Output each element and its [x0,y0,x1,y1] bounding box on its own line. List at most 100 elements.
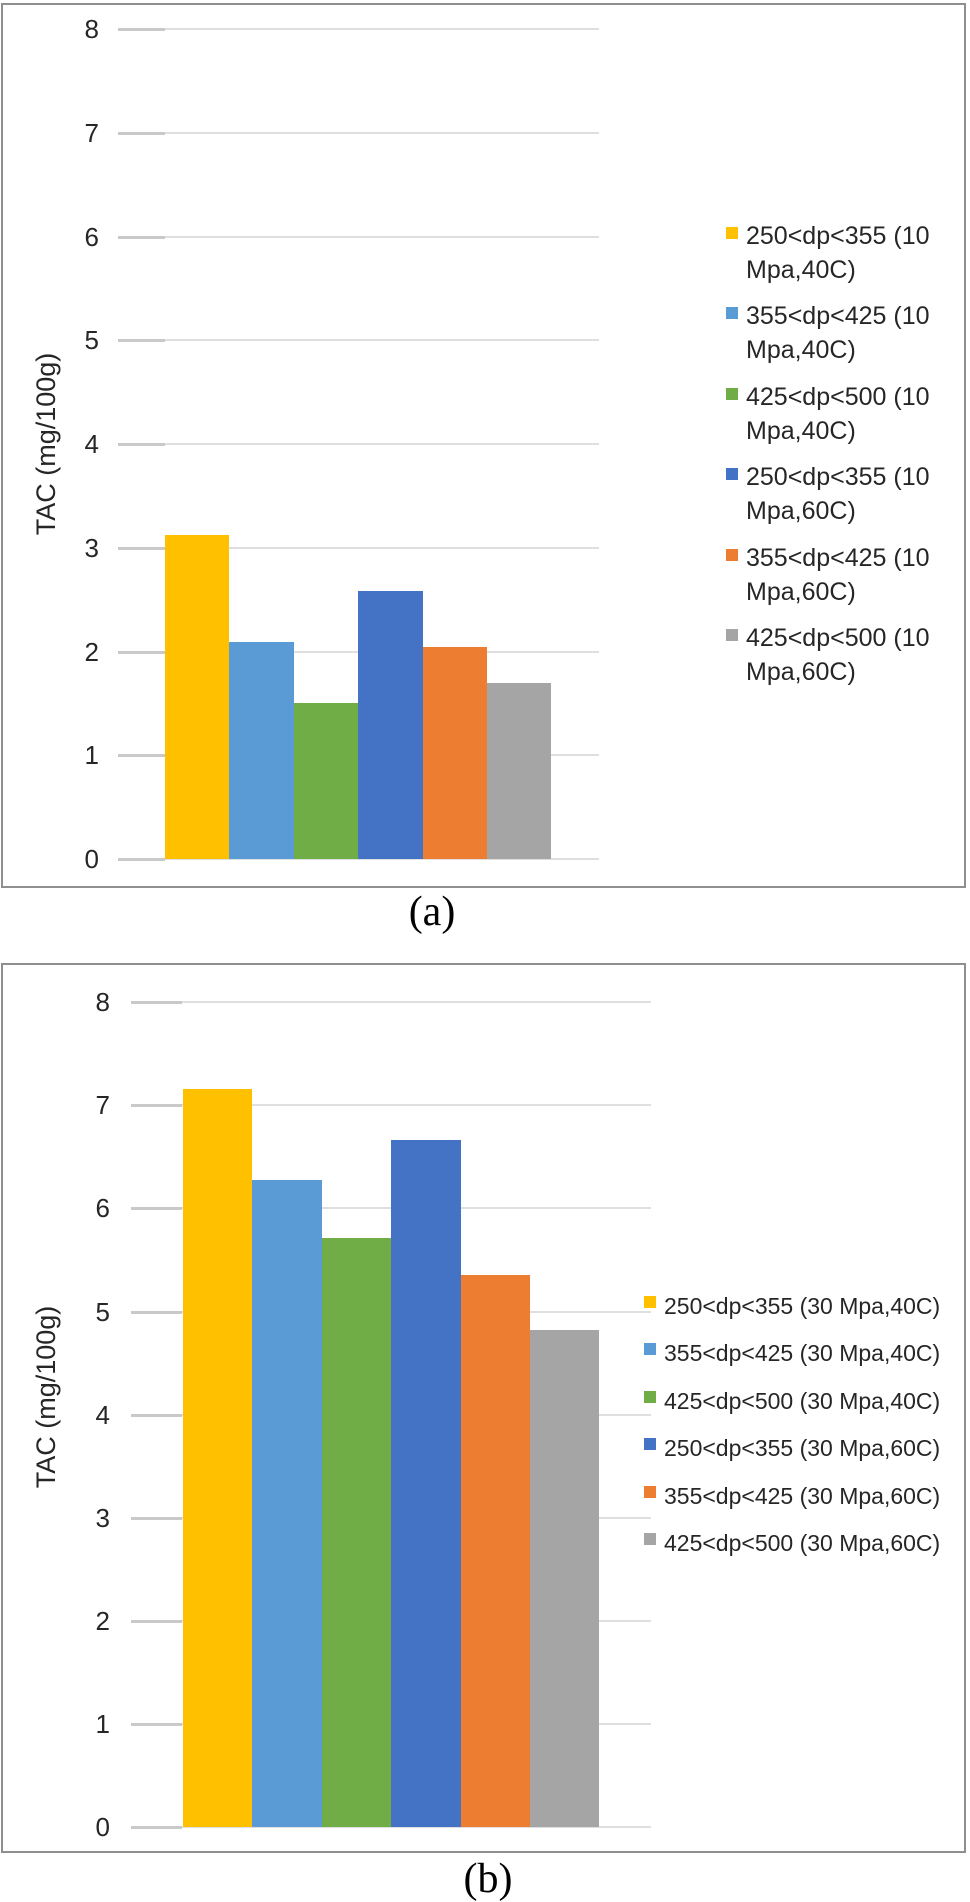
tick-label-y0: 0 [95,1812,110,1842]
legend-label-a-5: 355<dp<425 (10 Mpa,60C) [746,543,930,606]
tick-label-y7: 7 [84,117,99,148]
legend-entry-a-1: 250<dp<355 (10 Mpa,40C) [726,219,938,287]
tick-y6 [131,1207,182,1211]
bar-b-4 [391,1140,461,1827]
tick-label-y2: 2 [84,636,99,667]
legend-label-a-6: 425<dp<500 (10 Mpa,60C) [746,624,930,686]
legend-entry-a-5: 355<dp<425 (10 Mpa,60C) [726,541,938,609]
gridline-y4 [118,443,599,445]
legend-label-a-4: 250<dp<355 (10 Mpa,60C) [746,463,930,526]
tick-label-y3: 3 [95,1502,110,1533]
tick-y6 [118,235,165,239]
gridline-y8 [118,28,599,30]
gridline-y0 [131,1826,651,1828]
tick-label-y5: 5 [84,325,99,356]
panel-label-b: (b) [463,1856,513,1902]
legend-swatch-a-1 [726,227,738,239]
legend-label-a-1: 250<dp<355 (10 Mpa,40C) [746,222,930,284]
legend-entry-b-1: 250<dp<355 (30 Mpa,40C) [644,1291,940,1321]
tick-label-y7: 7 [95,1090,110,1121]
bar-a-2 [229,642,294,859]
bar-b-6 [530,1330,600,1827]
bar-a-5 [422,647,487,860]
legend-entry-a-2: 355<dp<425 (10 Mpa,40C) [726,299,938,367]
tick-y3 [118,546,165,550]
tick-y1 [131,1722,182,1726]
legend-swatch-a-2 [726,307,738,320]
legend-entry-a-4: 250<dp<355 (10 Mpa,60C) [726,460,938,528]
bar-a-1 [165,535,230,859]
bar-b-5 [460,1275,530,1827]
legend-entry-b-4: 250<dp<355 (30 Mpa,60C) [644,1433,940,1463]
tick-y0 [118,858,165,861]
tick-label-y1: 1 [84,740,99,771]
tick-label-y8: 8 [84,14,99,44]
legend-entry-a-3: 425<dp<500 (10 Mpa,40C) [726,380,938,448]
legend-swatch-b-4 [644,1438,656,1451]
bar-b-2 [252,1179,322,1827]
tick-label-y3: 3 [84,532,99,563]
tick-y8 [118,28,165,31]
tick-y7 [131,1104,182,1108]
panel-label-a: (a) [408,889,456,935]
bar-a-3 [293,703,359,859]
legend-entry-b-3: 425<dp<500 (30 Mpa,40C) [644,1386,940,1416]
gridline-y3 [118,546,599,549]
tick-label-y4: 4 [84,429,99,459]
tick-y2 [131,1619,182,1623]
legend-swatch-a-5 [726,548,738,561]
bar-a-6 [487,682,552,859]
tick-y8 [131,1001,182,1005]
legend-label-b-2: 355<dp<425 (30 Mpa,40C) [664,1340,941,1367]
chart-a-plot-area: 0 1 2 3 4 5 6 7 8 [3,5,964,886]
tick-label-y4: 4 [95,1399,110,1430]
legend-label-b-6: 425<dp<500 (30 Mpa,60C) [664,1530,941,1556]
legend-entry-b-5: 355<dp<425 (30 Mpa,60C) [644,1481,940,1511]
legend-swatch-b-2 [644,1343,656,1356]
legend-swatch-b-1 [644,1296,656,1308]
tick-y1 [118,754,165,758]
tick-label-y0: 0 [84,844,99,874]
legend-entry-b-2: 355<dp<425 (30 Mpa,40C) [644,1338,940,1368]
legend-label-b-1: 250<dp<355 (30 Mpa,40C) [664,1293,941,1319]
legend-swatch-b-6 [644,1533,656,1545]
gridline-y0 [118,858,599,860]
tick-y0 [131,1826,182,1829]
tick-label-y6: 6 [84,221,99,252]
legend-swatch-a-3 [726,387,738,400]
tick-label-y2: 2 [95,1605,110,1636]
legend-entry-a-6: 425<dp<500 (10 Mpa,60C) [726,621,938,689]
tick-y7 [118,131,165,135]
gridline-y5 [118,339,599,342]
legend-label-b-4: 250<dp<355 (30 Mpa,60C) [664,1435,941,1462]
tick-label-y5: 5 [95,1296,110,1327]
tick-y3 [131,1516,182,1520]
tick-label-y1: 1 [95,1708,110,1739]
legend-label-b-5: 355<dp<425 (30 Mpa,60C) [664,1482,941,1509]
bar-b-3 [321,1238,392,1827]
tick-y2 [118,650,165,654]
legend-label-a-2: 355<dp<425 (10 Mpa,40C) [746,302,930,365]
bar-a-4 [358,591,423,859]
legend-swatch-b-3 [644,1390,656,1403]
chart-b-plot-area: 0 1 2 3 4 5 6 7 8 [3,965,964,1851]
legend-label-b-3: 425<dp<500 (30 Mpa,40C) [664,1387,941,1414]
legend-swatch-a-4 [726,468,738,481]
legend-swatch-a-6 [726,629,738,641]
tick-y5 [118,339,165,343]
tick-y5 [131,1310,182,1314]
bar-b-1 [183,1088,253,1827]
gridline-y6 [131,1207,651,1210]
gridline-y7 [118,131,599,134]
tick-label-y8: 8 [95,987,110,1018]
legend-label-a-3: 425<dp<500 (10 Mpa,40C) [746,382,930,445]
tick-label-y6: 6 [95,1193,110,1224]
tick-y4 [131,1413,182,1417]
gridline-y6 [118,235,599,238]
legend-swatch-b-5 [644,1485,656,1498]
gridline-y7 [131,1104,651,1107]
legend-entry-b-6: 425<dp<500 (30 Mpa,60C) [644,1528,940,1558]
